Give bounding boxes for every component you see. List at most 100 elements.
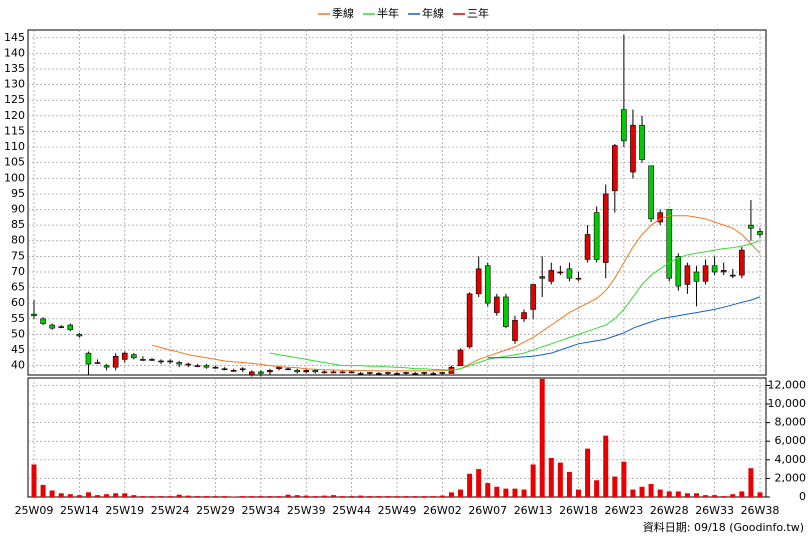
candle-body: [304, 370, 309, 372]
volume-bar: [694, 493, 699, 497]
candle-body: [685, 266, 690, 285]
volume-bar: [431, 496, 436, 497]
y-tick-label: 105: [4, 156, 25, 169]
y-tick-label: 115: [4, 124, 25, 137]
y-tick-label: 55: [11, 312, 25, 325]
x-tick-label: 25W24: [151, 504, 190, 517]
candle-body: [131, 355, 136, 358]
y-tick-label: 60: [11, 296, 25, 309]
x-tick-label: 25W19: [105, 504, 144, 517]
volume-bar: [131, 495, 136, 497]
volume-bar: [658, 490, 663, 497]
y2-tick-label: 12,000: [768, 378, 807, 391]
candle-body: [349, 372, 354, 373]
candle-body: [630, 125, 635, 172]
legend-label: 半年: [377, 6, 399, 20]
candle-body: [667, 210, 672, 279]
volume-bar: [86, 492, 91, 497]
candle-body: [186, 364, 191, 365]
candle-body: [376, 373, 381, 374]
candle-body: [295, 370, 300, 372]
volume-bar: [404, 496, 409, 497]
volume-bar: [703, 495, 708, 497]
volume-bar: [322, 496, 327, 497]
volume-bar: [349, 496, 354, 497]
candle-body: [104, 366, 109, 368]
volume-bar: [395, 496, 400, 497]
volume-bar: [104, 494, 109, 497]
volume-bar: [286, 495, 291, 497]
y-tick-label: 45: [11, 343, 25, 356]
volume-bar: [449, 492, 454, 497]
candle-body: [576, 278, 581, 279]
candle-body: [249, 372, 254, 375]
y-tick-label: 110: [4, 140, 25, 153]
volume-bar: [667, 491, 672, 497]
candle-body: [195, 366, 200, 367]
volume-bar: [730, 494, 735, 497]
candle-body: [540, 277, 545, 279]
candle-body: [313, 370, 318, 372]
volume-bar: [313, 496, 318, 497]
volume-bar: [95, 495, 100, 497]
y-tick-label: 145: [4, 31, 25, 44]
volume-bar: [295, 495, 300, 497]
x-tick-label: 25W14: [60, 504, 99, 517]
x-tick-label: 26W28: [650, 504, 689, 517]
candle-body: [77, 334, 82, 336]
volume-bar: [149, 496, 154, 497]
volume-bar: [485, 483, 490, 497]
y-tick-label: 90: [11, 203, 25, 216]
volume-bar: [712, 495, 717, 497]
y2-tick-label: 0: [799, 490, 806, 503]
volume-bar: [358, 496, 363, 497]
y-tick-label: 85: [11, 218, 25, 231]
candle-body: [603, 194, 608, 263]
y-tick-label: 70: [11, 265, 25, 278]
volume-bar: [331, 495, 336, 497]
legend-label: 三年: [467, 6, 489, 20]
volume-bar: [567, 472, 572, 497]
volume-bar: [594, 480, 599, 497]
volume-bar: [612, 477, 617, 497]
candle-body: [140, 359, 145, 360]
candle-body: [159, 361, 164, 362]
volume-bar: [277, 496, 282, 497]
x-tick-label: 25W09: [15, 504, 54, 517]
candle-body: [213, 367, 218, 368]
candle-body: [649, 166, 654, 219]
candle-body: [585, 235, 590, 260]
y-tick-label: 95: [11, 187, 25, 200]
y-tick-label: 80: [11, 234, 25, 247]
volume-bar: [168, 496, 173, 497]
volume-bar: [113, 493, 118, 497]
candle-body: [404, 373, 409, 374]
volume-bar: [630, 490, 635, 497]
y-tick-label: 100: [4, 171, 25, 184]
candle-body: [258, 372, 263, 374]
y-tick-label: 40: [11, 359, 25, 372]
volume-bar: [413, 496, 418, 497]
x-tick-label: 26W18: [559, 504, 598, 517]
candle-body: [222, 369, 227, 370]
candle-body: [748, 225, 753, 228]
legend-label: 季線: [332, 6, 354, 20]
volume-bar: [440, 496, 445, 497]
candle-body: [413, 373, 418, 374]
volume-bar: [50, 490, 55, 497]
candle-body: [549, 270, 554, 281]
candle-body: [531, 284, 536, 309]
y2-tick-label: 6,000: [775, 434, 807, 447]
candle-body: [694, 272, 699, 281]
y2-tick-label: 4,000: [775, 453, 807, 466]
candle-body: [113, 356, 118, 367]
candle-body: [467, 294, 472, 347]
volume-bar: [122, 493, 127, 497]
volume-bar: [558, 463, 563, 497]
volume-bar: [676, 491, 681, 497]
candle-body: [240, 369, 245, 370]
y2-tick-label: 10,000: [768, 397, 807, 410]
volume-bar: [177, 495, 182, 497]
